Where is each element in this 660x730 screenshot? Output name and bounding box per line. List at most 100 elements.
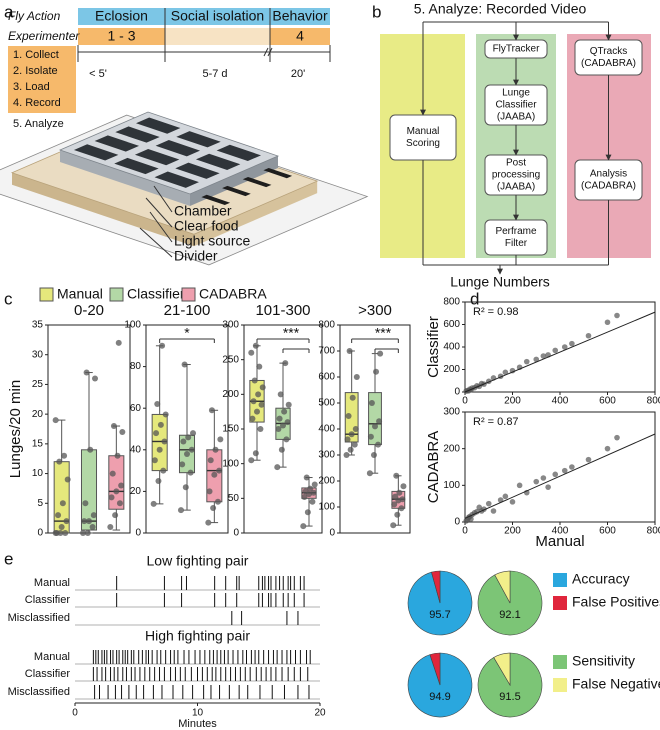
data-point — [569, 340, 575, 347]
data-point — [82, 500, 89, 507]
node-label: Perframe — [495, 226, 537, 237]
data-point — [367, 433, 374, 440]
stage-label: Social isolation — [171, 8, 264, 24]
x-tick-label: 10 — [192, 708, 204, 719]
data-point — [115, 339, 122, 346]
data-point — [56, 458, 63, 465]
duration: 20' — [291, 68, 305, 80]
data-point — [188, 446, 195, 453]
data-point — [375, 441, 382, 448]
data-point — [180, 438, 187, 445]
data-point — [604, 319, 611, 326]
data-point — [561, 467, 568, 474]
data-point — [181, 361, 188, 368]
data-point — [343, 452, 350, 458]
pie-slice — [431, 570, 441, 604]
y-tick-label: 200 — [222, 389, 239, 400]
data-point — [353, 374, 360, 380]
chamber-well — [155, 140, 201, 157]
data-point — [552, 347, 559, 354]
data-point — [275, 426, 282, 432]
panel-label: c — [4, 289, 13, 308]
legend-label: CADABRA — [199, 286, 267, 302]
y-axis-label: Classifier — [425, 316, 442, 378]
y-tick-label: 0 — [454, 517, 460, 528]
annotation: R² = 0.87 — [473, 416, 519, 428]
step: 3. Load — [13, 81, 50, 93]
data-point — [347, 446, 354, 453]
data-point — [366, 470, 373, 477]
data-point — [344, 436, 351, 443]
chamber-well — [195, 153, 241, 170]
data-point — [345, 413, 352, 419]
y-tick-label: 200 — [443, 364, 460, 375]
significance-label: *** — [283, 325, 300, 341]
data-point — [250, 398, 257, 405]
pie-slice — [494, 570, 511, 604]
annotation: R² = 0.98 — [473, 306, 519, 318]
data-point — [119, 428, 126, 435]
data-point — [398, 505, 405, 512]
data-point — [177, 507, 184, 514]
data-point — [161, 438, 168, 445]
data-point — [160, 467, 167, 474]
node-label: QTracks — [590, 46, 627, 57]
legend-label: Accuracy — [572, 571, 630, 587]
chamber-well — [175, 162, 220, 179]
data-point — [259, 384, 266, 391]
chamber-side — [60, 150, 190, 206]
data-point — [87, 446, 94, 453]
data-point — [179, 461, 186, 468]
panel-label: b — [372, 2, 381, 21]
chart-title: 0-20 — [74, 302, 104, 319]
chamber-label: Chamber — [174, 203, 232, 219]
y-tick-label: 150 — [222, 424, 239, 435]
legend-swatch — [553, 573, 567, 587]
y-tick-label: 200 — [318, 476, 335, 487]
y-tick-label: 100 — [443, 480, 460, 491]
chamber-well — [114, 157, 159, 175]
data-point — [310, 489, 317, 496]
timeline-break — [267, 47, 273, 57]
y-tick-label: 0 — [233, 528, 239, 539]
data-point — [376, 418, 383, 425]
data-point — [274, 464, 281, 471]
data-point — [516, 482, 523, 489]
y-tick-label: 100 — [318, 502, 335, 513]
data-point — [368, 400, 375, 406]
data-point — [83, 369, 90, 376]
data-point — [391, 501, 398, 508]
node-label: Analysis — [590, 169, 627, 180]
x-tick-label: 0 — [462, 526, 468, 537]
data-point — [302, 488, 309, 495]
pie-slice — [429, 652, 441, 686]
chamber-well — [134, 148, 180, 166]
chamber-well — [136, 117, 181, 134]
node-label: (JAABA) — [497, 112, 535, 123]
x-tick-label: 0 — [462, 396, 468, 407]
node-label: processing — [492, 170, 540, 181]
chamber-label: Light source — [174, 233, 250, 249]
y-tick-label: 20 — [130, 486, 142, 497]
y-tick-label: 100 — [222, 458, 239, 469]
data-point — [62, 530, 69, 536]
chamber-well — [115, 126, 160, 143]
significance-label: * — [184, 325, 190, 341]
data-point — [159, 342, 166, 349]
data-point — [311, 481, 318, 488]
data-point — [280, 422, 286, 429]
data-point — [604, 445, 611, 452]
node-label: (CADABRA) — [581, 58, 636, 69]
data-point — [252, 450, 259, 457]
data-point — [258, 401, 265, 408]
data-point — [502, 493, 509, 500]
y-tick-label: 0 — [135, 528, 141, 539]
data-point — [303, 474, 310, 481]
data-point — [277, 391, 284, 398]
legend-swatch — [181, 287, 196, 302]
data-point — [304, 509, 311, 516]
y-axis-label: Lunges/20 min — [7, 380, 24, 478]
step: 5. Analyze — [13, 118, 64, 130]
data-point — [114, 452, 121, 459]
experimenter-step: 4 — [296, 28, 304, 44]
